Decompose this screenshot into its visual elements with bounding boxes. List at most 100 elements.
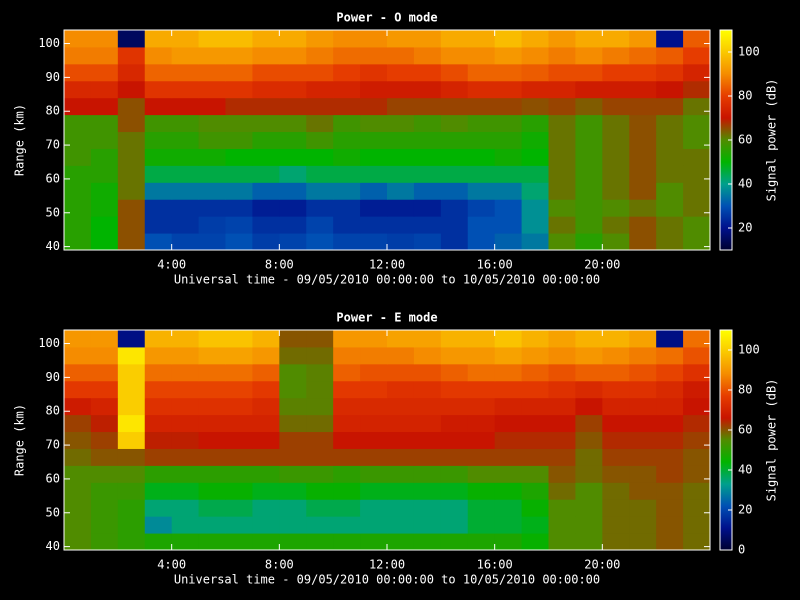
heatmap-cell (467, 533, 496, 551)
heatmap-cell (252, 346, 280, 365)
heatmap-cell (494, 330, 523, 348)
heatmap-cell (198, 363, 226, 382)
heatmap-cell (575, 182, 603, 200)
heatmap-cell (387, 97, 415, 116)
heatmap-cell (279, 114, 307, 133)
heatmap-cell (117, 516, 146, 534)
heatmap-cell (333, 448, 361, 466)
heatmap-cell (440, 465, 469, 483)
heatmap-cell (360, 216, 388, 234)
heatmap-cell (467, 482, 496, 500)
heatmap-cell (494, 414, 523, 433)
heatmap-cell (360, 80, 388, 99)
heatmap-cell (225, 380, 253, 399)
heatmap-cell (90, 533, 119, 551)
heatmap-cell (629, 148, 657, 166)
heatmap-cell (225, 330, 253, 348)
y-tick-label: 60 (46, 471, 60, 485)
heatmap-cell (252, 182, 280, 200)
heatmap-cell (656, 114, 684, 133)
heatmap-cell (279, 148, 307, 166)
heatmap-cell (387, 431, 415, 449)
heatmap-cell (467, 46, 496, 65)
heatmap-cell (467, 63, 496, 82)
heatmap-cell (360, 165, 388, 183)
heatmap-cell (171, 465, 200, 483)
heatmap-cell (360, 148, 388, 166)
heatmap-cell (171, 380, 200, 399)
heatmap-cell (683, 482, 711, 500)
heatmap-cell (575, 346, 603, 365)
heatmap-cell (306, 533, 334, 551)
heatmap-cell (252, 165, 280, 183)
heatmap-cell (467, 114, 496, 133)
heatmap-cell (171, 182, 200, 200)
heatmap-cell (225, 397, 253, 416)
heatmap-cell (279, 431, 307, 449)
chart-title: Power - E mode (336, 311, 437, 325)
heatmap-cell (629, 363, 657, 382)
heatmap-cell (90, 465, 119, 483)
heatmap-cell (64, 516, 92, 534)
heatmap-cell (440, 482, 469, 500)
heatmap-cell (117, 216, 146, 234)
heatmap-cell (575, 448, 603, 466)
heatmap-cell (306, 380, 334, 399)
heatmap-cell (656, 148, 684, 166)
heatmap-cell (548, 199, 576, 217)
heatmap-cell (279, 30, 307, 48)
heatmap-cell (171, 30, 200, 48)
heatmap-cell (225, 448, 253, 466)
heatmap-cell (171, 533, 200, 551)
heatmap-cell (629, 516, 657, 534)
heatmap-cell (171, 516, 200, 534)
heatmap-cell (656, 533, 684, 551)
heatmap-cell (306, 330, 334, 348)
heatmap-cell (171, 114, 200, 133)
heatmap-cell (629, 46, 657, 65)
heatmap-cell (279, 346, 307, 365)
heatmap-cell (629, 414, 657, 433)
heatmap-cell (521, 533, 549, 551)
heatmap-cell (225, 131, 253, 149)
heatmap-cell (171, 397, 200, 416)
heatmap-cell (548, 414, 576, 433)
y-tick-label: 40 (46, 239, 60, 253)
heatmap-cell (575, 30, 603, 48)
heatmap-cell (440, 516, 469, 534)
heatmap-cell (548, 97, 576, 116)
heatmap-cell (548, 533, 576, 551)
heatmap-cell (117, 233, 146, 251)
heatmap-cell (144, 131, 173, 149)
heatmap-cell (360, 199, 388, 217)
heatmap-cell (64, 533, 92, 551)
heatmap-cell (494, 431, 523, 449)
heatmap-cell (144, 380, 173, 399)
heatmap-cell (575, 380, 603, 399)
heatmap-cell (548, 182, 576, 200)
heatmap-cell (333, 182, 361, 200)
heatmap-cell (117, 199, 146, 217)
heatmap-cell (656, 380, 684, 399)
heatmap-cell (683, 216, 711, 234)
heatmap-cell (90, 182, 119, 200)
heatmap-cell (117, 346, 146, 365)
heatmap-cell (306, 516, 334, 534)
x-tick-label: 4:00 (157, 258, 186, 272)
heatmap-cell (656, 199, 684, 217)
heatmap-cell (387, 182, 415, 200)
heatmap-cell (198, 233, 226, 251)
heatmap-cell (225, 414, 253, 433)
heatmap-cell (575, 114, 603, 133)
heatmap-cell (90, 131, 119, 149)
heatmap-cell (225, 97, 253, 116)
heatmap-cell (171, 216, 200, 234)
heatmap-cell (144, 499, 173, 517)
heatmap-cell (198, 414, 226, 433)
heatmap-cell (279, 482, 307, 500)
heatmap-cell (575, 533, 603, 551)
heatmap-cell (90, 363, 119, 382)
heatmap-cell (171, 482, 200, 500)
heatmap-cell (683, 516, 711, 534)
heatmap-cell (144, 216, 173, 234)
